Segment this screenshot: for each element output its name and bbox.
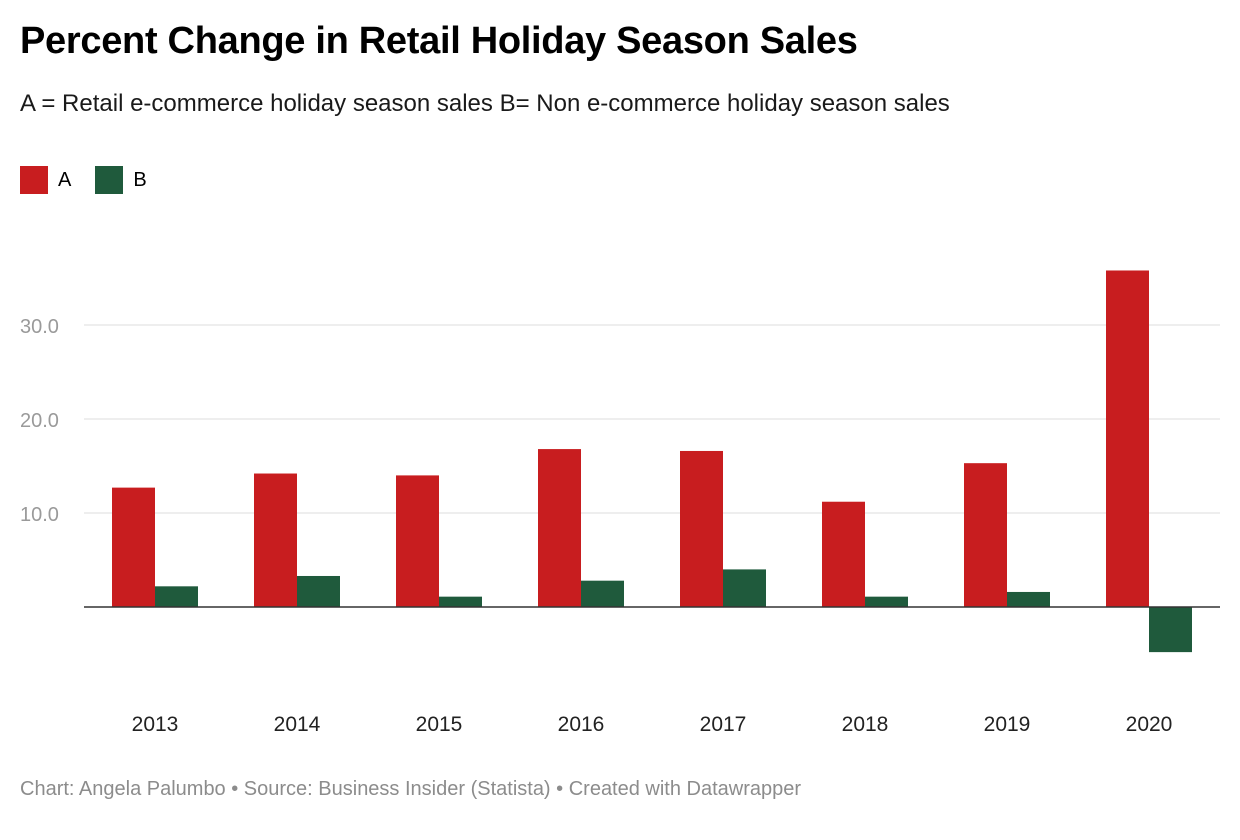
legend-swatch-a — [20, 166, 48, 194]
x-tick-label: 2018 — [842, 713, 889, 736]
x-tick-label: 2019 — [984, 713, 1031, 736]
y-tick-label: 20.0 — [20, 410, 59, 432]
bar-b-2018 — [865, 596, 908, 607]
bar-b-2020 — [1149, 607, 1192, 653]
bar-a-2015 — [396, 475, 439, 607]
bar-a-2019 — [964, 463, 1007, 607]
x-tick-label: 2016 — [558, 713, 605, 736]
legend-label-b: B — [133, 168, 147, 191]
legend-swatch-b — [95, 166, 124, 194]
chart-footer: Chart: Angela Palumbo • Source: Business… — [20, 778, 802, 800]
bar-b-2019 — [1007, 591, 1050, 607]
bar-a-2014 — [254, 473, 297, 607]
bar-b-2017 — [723, 569, 766, 607]
bar-b-2013 — [155, 586, 198, 607]
legend-item-a: A — [20, 166, 71, 194]
x-tick-label: 2014 — [274, 713, 321, 736]
bar-b-2015 — [439, 596, 482, 607]
x-tick-label: 2020 — [1126, 713, 1173, 736]
chart-subtitle: A = Retail e-commerce holiday season sal… — [20, 90, 950, 117]
chart-title: Percent Change in Retail Holiday Season … — [20, 20, 858, 62]
bar-a-2016 — [538, 449, 581, 607]
x-tick-label: 2013 — [132, 713, 179, 736]
legend-item-b: B — [95, 166, 147, 194]
bar-a-2018 — [822, 501, 865, 607]
bar-a-2013 — [112, 487, 155, 607]
legend: A B — [20, 166, 171, 194]
x-tick-label: 2017 — [700, 713, 747, 736]
y-tick-label: 10.0 — [20, 504, 59, 526]
bar-a-2020 — [1106, 270, 1149, 607]
x-tick-label: 2015 — [416, 713, 463, 736]
bar-b-2016 — [581, 580, 624, 607]
y-tick-label: 30.0 — [20, 316, 59, 338]
legend-label-a: A — [58, 168, 72, 191]
bar-a-2017 — [680, 450, 723, 607]
bar-b-2014 — [297, 575, 340, 607]
